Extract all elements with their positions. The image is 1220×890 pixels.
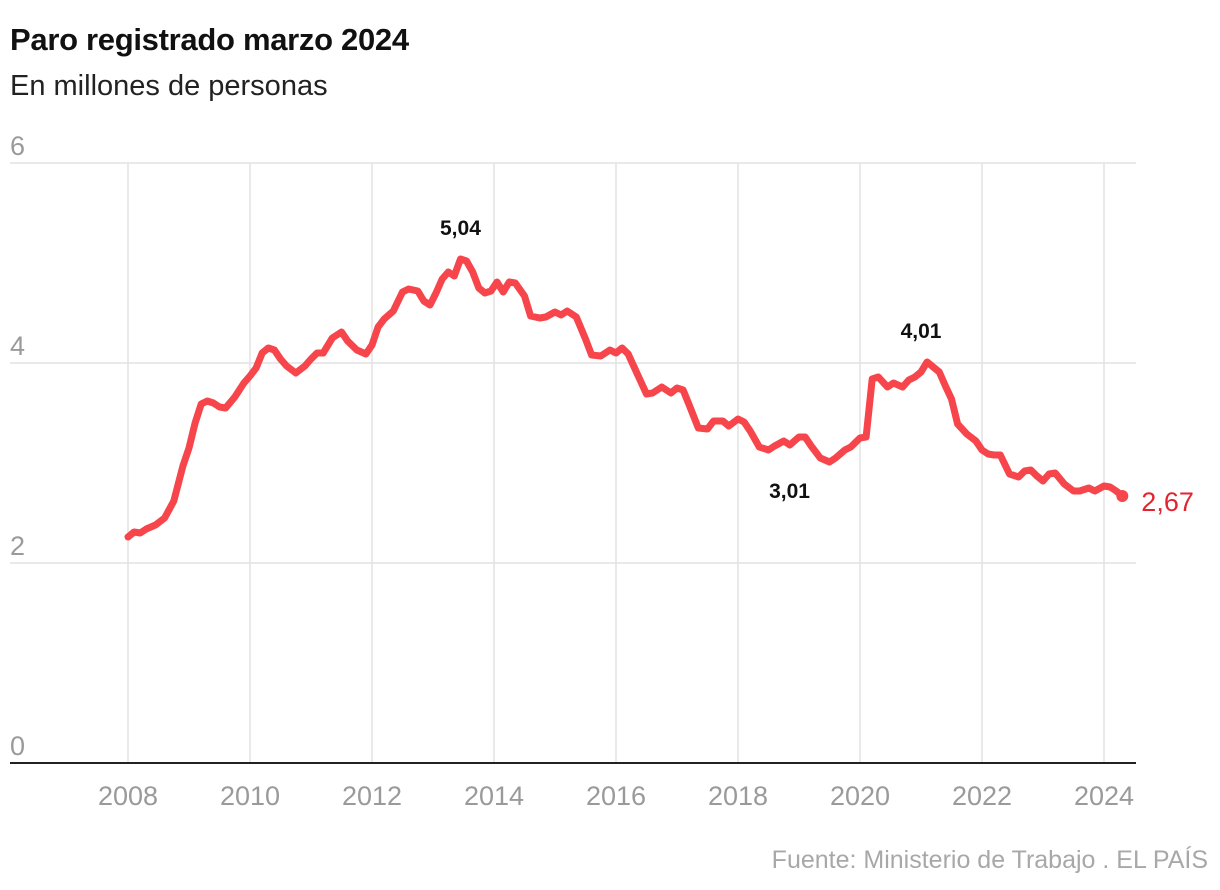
x-tick-label: 2022 xyxy=(952,781,1012,811)
x-axis-ticks: 2008 2010 2012 2014 2016 2018 2020 2022 2024 xyxy=(98,781,1134,811)
grid-layer xyxy=(10,162,1136,763)
y-tick-label: 2 xyxy=(10,531,25,561)
x-tick-label: 2012 xyxy=(342,781,402,811)
x-tick-label: 2020 xyxy=(830,781,890,811)
chart-subtitle: En millones de personas xyxy=(10,70,328,102)
x-tick-label: 2008 xyxy=(98,781,158,811)
last-point-marker xyxy=(1116,490,1129,502)
y-axis-ticks: 0 2 4 6 xyxy=(10,131,25,761)
annotation-layer: 5,04 4,01 3,01 2,67 xyxy=(440,217,1194,517)
chart-title: Paro registrado marzo 2024 xyxy=(10,22,409,57)
y-tick-label: 6 xyxy=(10,131,25,161)
peak-annotation: 4,01 xyxy=(901,320,942,343)
peak-annotation: 3,01 xyxy=(769,480,810,503)
x-tick-label: 2016 xyxy=(586,781,646,811)
series-layer xyxy=(124,255,1126,541)
series-line xyxy=(124,255,1126,541)
x-tick-label: 2018 xyxy=(708,781,768,811)
last-value-label: 2,67 xyxy=(1141,487,1194,517)
x-tick-label: 2010 xyxy=(220,781,280,811)
source-note: Fuente: Ministerio de Trabajo . EL PAÍS xyxy=(771,846,1208,874)
y-tick-label: 4 xyxy=(10,331,25,361)
y-tick-label: 0 xyxy=(10,731,25,761)
x-tick-label: 2014 xyxy=(464,781,524,811)
peak-annotation: 5,04 xyxy=(440,217,481,240)
x-tick-label: 2024 xyxy=(1074,781,1134,811)
